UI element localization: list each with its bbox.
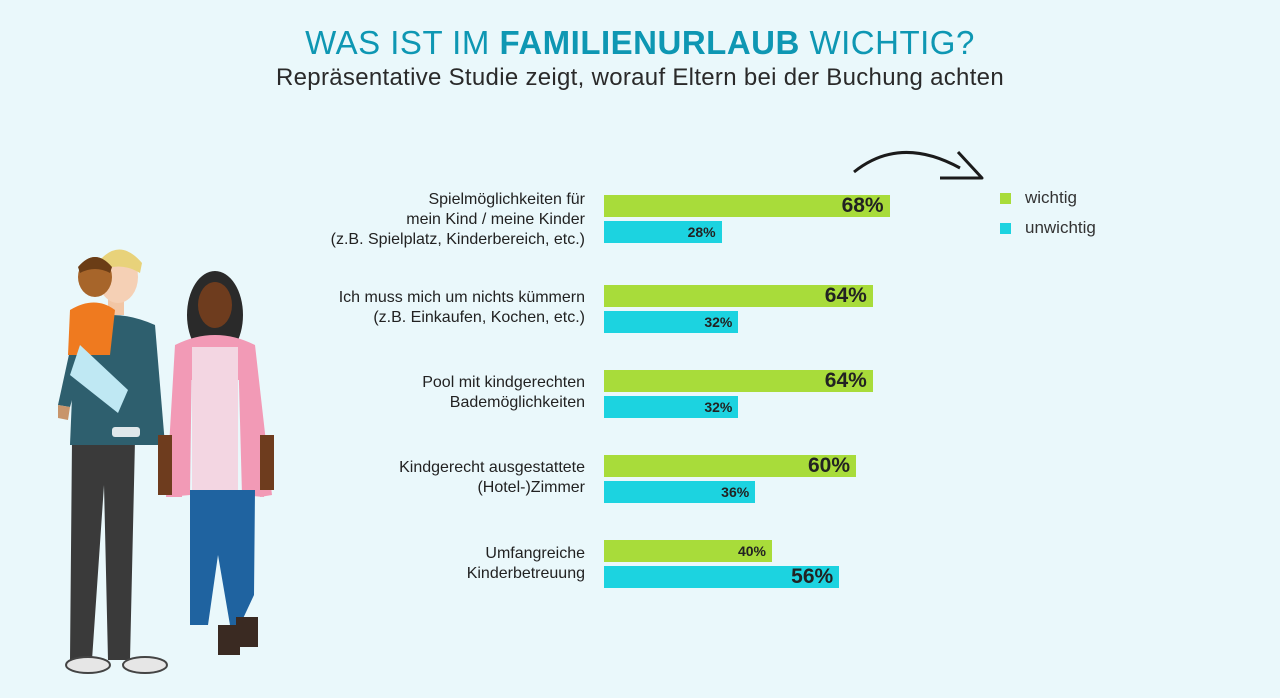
bar-wichtig: 68% <box>604 194 890 217</box>
data-label: 36% <box>721 484 750 500</box>
category-label-line: Bademöglichkeiten <box>449 394 585 411</box>
category-label: Spielmöglichkeiten für mein Kind / meine … <box>165 190 585 250</box>
category-label-line: Pool mit kindgerechten <box>422 374 585 391</box>
category-label-line: (z.B. Einkaufen, Kochen, etc.) <box>373 309 585 326</box>
category-label: Ich muss mich um nichts kümmern (z.B. Ein… <box>165 288 585 328</box>
bar-unwichtig: 32% <box>604 311 739 333</box>
legend-item-unwichtig: unwichtig <box>1000 218 1096 238</box>
legend-swatch-unwichtig <box>1000 222 1011 234</box>
legend-item-wichtig: wichtig <box>1000 188 1077 208</box>
category-label-line: Spielmöglichkeiten für <box>428 191 585 208</box>
data-label: 64% <box>824 284 867 307</box>
category-label-line: Kindgerecht ausgestattete <box>399 459 585 476</box>
category-label: Pool mit kindgerechten Bademöglichkeiten <box>165 373 585 413</box>
legend-label-wichtig: wichtig <box>1025 188 1077 207</box>
bar-wichtig: 64% <box>604 284 873 307</box>
category-label: Kindgerecht ausgestattete (Hotel-)Zimmer <box>165 458 585 498</box>
data-label: 32% <box>704 314 733 330</box>
bar-unwichtig: 28% <box>604 221 722 243</box>
data-label: 32% <box>704 399 733 415</box>
legend-label-unwichtig: unwichtig <box>1025 218 1096 237</box>
family-illustration <box>58 249 274 674</box>
category-label-line: Umfangreiche <box>485 545 585 562</box>
bar-unwichtig: 36% <box>604 481 756 503</box>
category-label-line: (Hotel-)Zimmer <box>477 479 585 496</box>
data-label: 60% <box>807 454 850 477</box>
data-label: 28% <box>687 224 716 240</box>
category-label-line: (z.B. Spielplatz, Kinderbereich, etc.) <box>330 231 585 248</box>
category-label-line: mein Kind / meine Kinder <box>406 211 585 228</box>
curved-arrow-icon <box>853 150 984 180</box>
category-label: Umfangreiche Kinderbetreuung <box>165 544 585 584</box>
bar-wichtig: 64% <box>604 369 873 392</box>
bar-wichtig: 40% <box>604 540 772 562</box>
chart-subtitle: Repräsentative Studie zeigt, worauf Elte… <box>276 64 1004 91</box>
chart-title: WAS IST IM FAMILIENURLAUB WICHTIG? <box>305 24 975 61</box>
legend-swatch-wichtig <box>1000 192 1011 204</box>
bar-unwichtig: 32% <box>604 396 739 418</box>
data-label: 64% <box>824 369 867 392</box>
category-label-line: Kinderbetreuung <box>466 565 585 582</box>
bar-wichtig: 60% <box>604 454 856 477</box>
data-label: 40% <box>737 543 766 559</box>
data-label: 56% <box>791 565 834 588</box>
bar-unwichtig: 56% <box>604 565 840 588</box>
category-label-line: Ich muss mich um nichts kümmern <box>338 289 585 306</box>
data-label: 68% <box>841 194 884 217</box>
